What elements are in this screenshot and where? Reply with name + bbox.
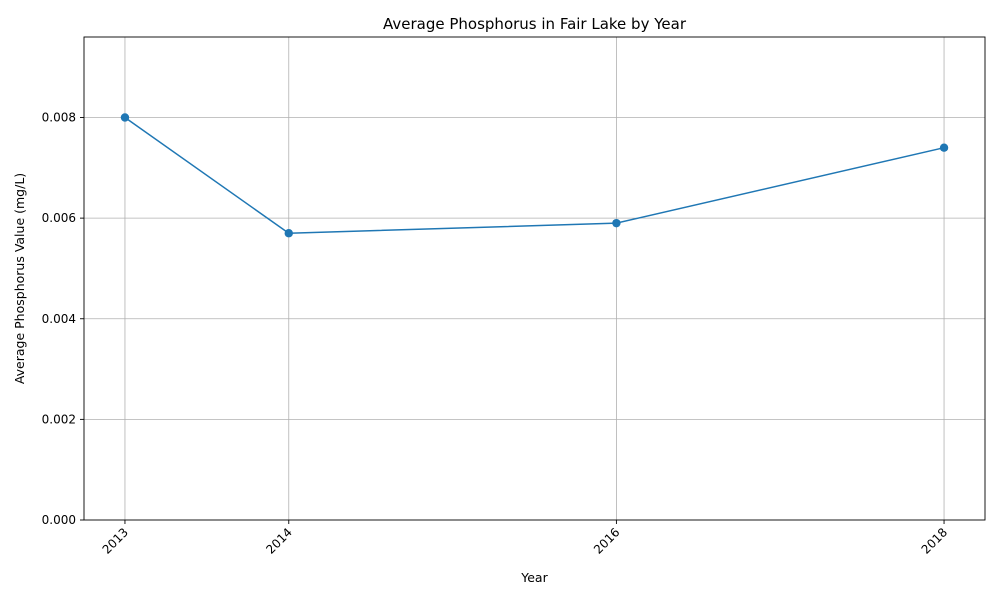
- chart-title: Average Phosphorus in Fair Lake by Year: [383, 15, 687, 33]
- x-tick-label: 2018: [919, 525, 950, 556]
- y-tick-label: 0.008: [42, 111, 76, 125]
- x-tick-label: 2013: [100, 525, 131, 556]
- x-tick-label: 2014: [263, 525, 294, 556]
- y-axis-ticks: 0.000 0.002 0.004 0.006 0.008: [42, 111, 84, 527]
- y-tick-label: 0.004: [42, 312, 76, 326]
- y-tick-label: 0.000: [42, 513, 76, 527]
- series-line: [124, 116, 945, 234]
- x-tick-label: 2016: [591, 525, 622, 556]
- plot-frame: [83, 36, 986, 521]
- y-axis-label: Average Phosphorus Value (mg/L): [12, 173, 27, 384]
- y-tick-label: 0.002: [42, 412, 76, 426]
- grid: [84, 37, 985, 520]
- x-axis-label: Year: [520, 570, 548, 585]
- data-point: [120, 113, 130, 122]
- series-group: [120, 113, 949, 238]
- data-point: [284, 229, 293, 238]
- x-axis-ticks: 2013 2014 2016 2018: [100, 520, 950, 557]
- y-tick-label: 0.006: [42, 211, 76, 225]
- data-point: [939, 143, 949, 152]
- data-point: [612, 218, 621, 228]
